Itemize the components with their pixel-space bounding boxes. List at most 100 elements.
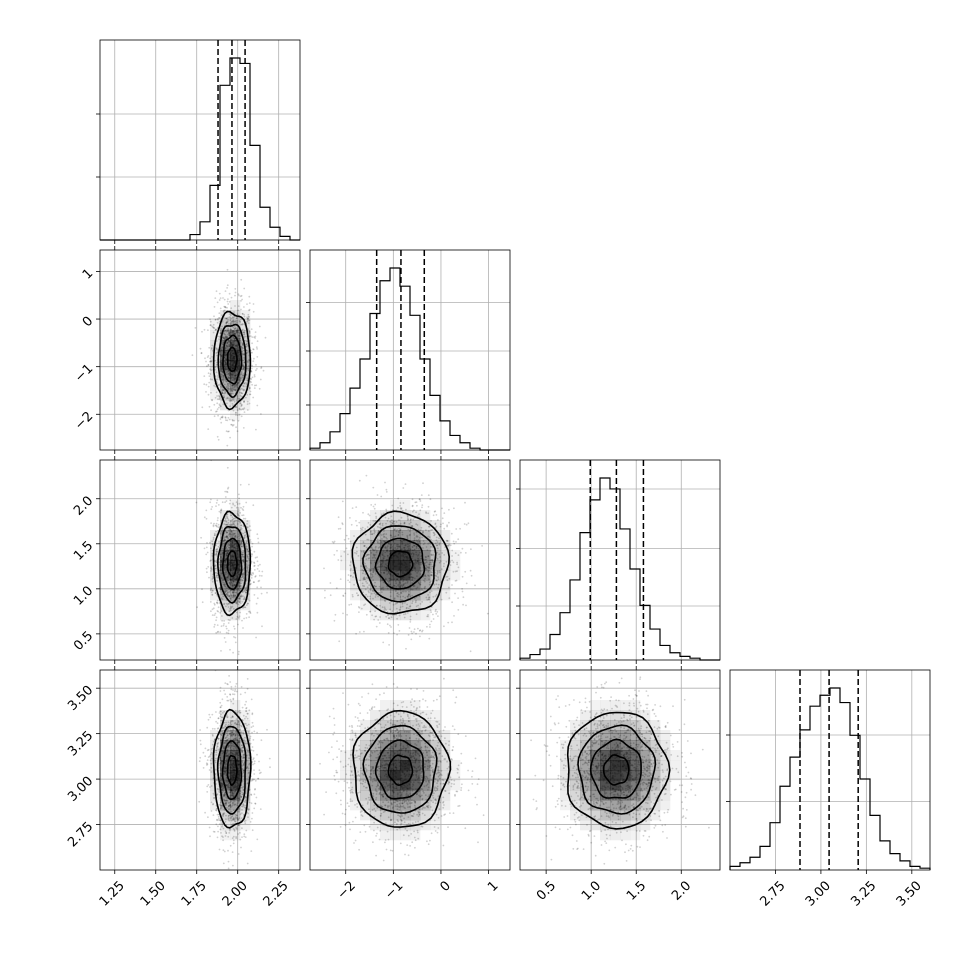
- density-cell: [230, 300, 241, 311]
- scatter-point: [404, 596, 407, 599]
- scatter-point: [205, 383, 208, 386]
- scatter-point: [236, 536, 239, 539]
- scatter-point: [230, 328, 233, 331]
- scatter-point: [400, 508, 403, 510]
- scatter-point: [384, 607, 386, 610]
- scatter-point: [401, 531, 404, 534]
- scatter-point: [347, 553, 349, 556]
- scatter-point: [403, 522, 406, 525]
- scatter-point: [355, 520, 357, 522]
- scatter-point: [227, 602, 230, 605]
- scatter-point: [220, 508, 223, 511]
- scatter-point: [390, 521, 393, 524]
- scatter-point: [411, 510, 414, 513]
- density-cell: [440, 580, 451, 591]
- scatter-point: [243, 800, 246, 803]
- scatter-point: [400, 599, 403, 602]
- scatter-point: [228, 332, 231, 335]
- scatter-point: [206, 571, 208, 574]
- scatter-point: [368, 584, 371, 586]
- scatter-point: [465, 604, 467, 607]
- scatter-point: [394, 535, 397, 538]
- scatter-point: [230, 594, 233, 597]
- scatter-point: [245, 383, 248, 386]
- scatter-point: [362, 578, 365, 581]
- scatter-point: [229, 648, 231, 651]
- scatter-point: [210, 348, 213, 350]
- scatter-point: [256, 533, 259, 536]
- scatter-point: [224, 585, 226, 588]
- scatter-point: [410, 638, 413, 641]
- scatter-point: [222, 374, 225, 377]
- scatter-point: [231, 516, 234, 519]
- scatter-point: [216, 351, 219, 354]
- scatter-point: [425, 568, 428, 571]
- scatter-point: [229, 314, 232, 317]
- scatter-point: [383, 536, 385, 538]
- scatter-point: [221, 712, 224, 714]
- scatter-point: [226, 342, 229, 344]
- scatter-point: [423, 558, 425, 561]
- scatter-point: [232, 594, 235, 597]
- scatter-point: [258, 574, 261, 577]
- scatter-point: [226, 591, 229, 594]
- density-cell: [350, 550, 361, 561]
- scatter-point: [392, 520, 395, 523]
- scatter-point: [425, 546, 428, 548]
- scatter-point: [257, 541, 260, 544]
- scatter-point: [222, 310, 225, 313]
- scatter-point: [225, 373, 228, 376]
- scatter-point: [247, 749, 250, 752]
- scatter-point: [210, 409, 213, 412]
- scatter-point: [242, 553, 244, 556]
- scatter-point: [432, 618, 435, 620]
- scatter-point: [364, 588, 367, 591]
- scatter-point: [376, 494, 379, 496]
- contour-3-1-level-3: [216, 525, 247, 604]
- scatter-point: [225, 587, 228, 590]
- contour-3-1-level-2: [221, 537, 243, 591]
- scatter-point: [224, 496, 227, 498]
- scatter-point: [225, 500, 228, 502]
- density-cell: [360, 600, 371, 611]
- scatter-point: [245, 335, 248, 338]
- scatter-point: [423, 587, 426, 590]
- scatter-point: [349, 575, 352, 577]
- scatter-point: [212, 326, 215, 329]
- scatter-point: [381, 538, 383, 540]
- scatter-point: [378, 566, 381, 569]
- scatter-point: [371, 575, 374, 578]
- scatter-point: [244, 591, 247, 594]
- scatter-point: [254, 802, 257, 805]
- scatter-point: [231, 617, 234, 619]
- scatter-point: [232, 591, 234, 594]
- density-cell: [410, 550, 421, 561]
- scatter-point: [215, 550, 218, 553]
- scatter-point: [248, 616, 251, 619]
- scatter-point: [352, 576, 354, 578]
- histogram-step-2: [309, 267, 510, 451]
- scatter-point: [411, 498, 414, 501]
- scatter-point: [211, 743, 214, 746]
- scatter-point: [245, 707, 248, 710]
- scatter-point: [397, 506, 399, 509]
- scatter-point: [249, 611, 252, 614]
- scatter-point: [227, 409, 230, 412]
- scatter-point: [226, 419, 229, 422]
- scatter-point: [404, 601, 406, 604]
- scatter-point: [228, 533, 231, 536]
- scatter-point: [223, 329, 226, 332]
- scatter-point: [209, 560, 212, 562]
- scatter-point: [216, 575, 218, 577]
- scatter-point: [235, 400, 238, 403]
- scatter-point: [239, 711, 241, 714]
- scatter-point: [236, 331, 238, 333]
- scatter-point: [226, 738, 229, 741]
- scatter-point: [211, 398, 213, 401]
- scatter-point: [375, 594, 377, 596]
- scatter-point: [233, 333, 236, 335]
- scatter-point: [224, 306, 226, 309]
- scatter-point: [365, 546, 368, 549]
- scatter-point: [385, 615, 388, 618]
- scatter-point: [411, 602, 413, 605]
